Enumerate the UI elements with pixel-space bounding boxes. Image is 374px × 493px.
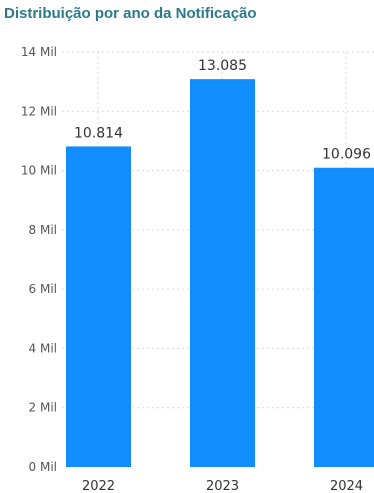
y-tick-label: 12 Mil bbox=[21, 104, 57, 118]
y-tick-label: 14 Mil bbox=[21, 45, 57, 59]
y-tick-label: 8 Mil bbox=[29, 223, 57, 237]
y-tick-label: 10 Mil bbox=[21, 164, 57, 178]
data-label-2022: 10.814 bbox=[74, 125, 123, 141]
y-tick-label: 4 Mil bbox=[29, 341, 57, 355]
bar-2024[interactable] bbox=[314, 167, 374, 467]
x-tick-label-2024: 2024 bbox=[330, 479, 363, 493]
chart-title: Distribuição por ano da Notificação bbox=[4, 5, 257, 22]
x-axis-ticks: 2022 2023 2024 bbox=[82, 479, 363, 493]
y-tick-label: 0 Mil bbox=[29, 460, 57, 474]
bars bbox=[66, 79, 374, 467]
data-labels: 10.814 13.085 10.096 bbox=[74, 58, 371, 163]
y-tick-label: 6 Mil bbox=[29, 282, 57, 296]
data-label-2024: 10.096 bbox=[322, 147, 371, 163]
bar-2022[interactable] bbox=[66, 146, 131, 467]
x-tick-label-2023: 2023 bbox=[206, 479, 239, 493]
y-tick-label: 2 Mil bbox=[29, 401, 57, 415]
data-label-2023: 13.085 bbox=[198, 58, 247, 74]
y-axis-ticks: 0 Mil 2 Mil 4 Mil 6 Mil 8 Mil 10 Mil 12 Mil 14 … bbox=[21, 45, 57, 474]
x-tick-label-2022: 2022 bbox=[82, 479, 115, 493]
bar-2023[interactable] bbox=[190, 79, 255, 467]
